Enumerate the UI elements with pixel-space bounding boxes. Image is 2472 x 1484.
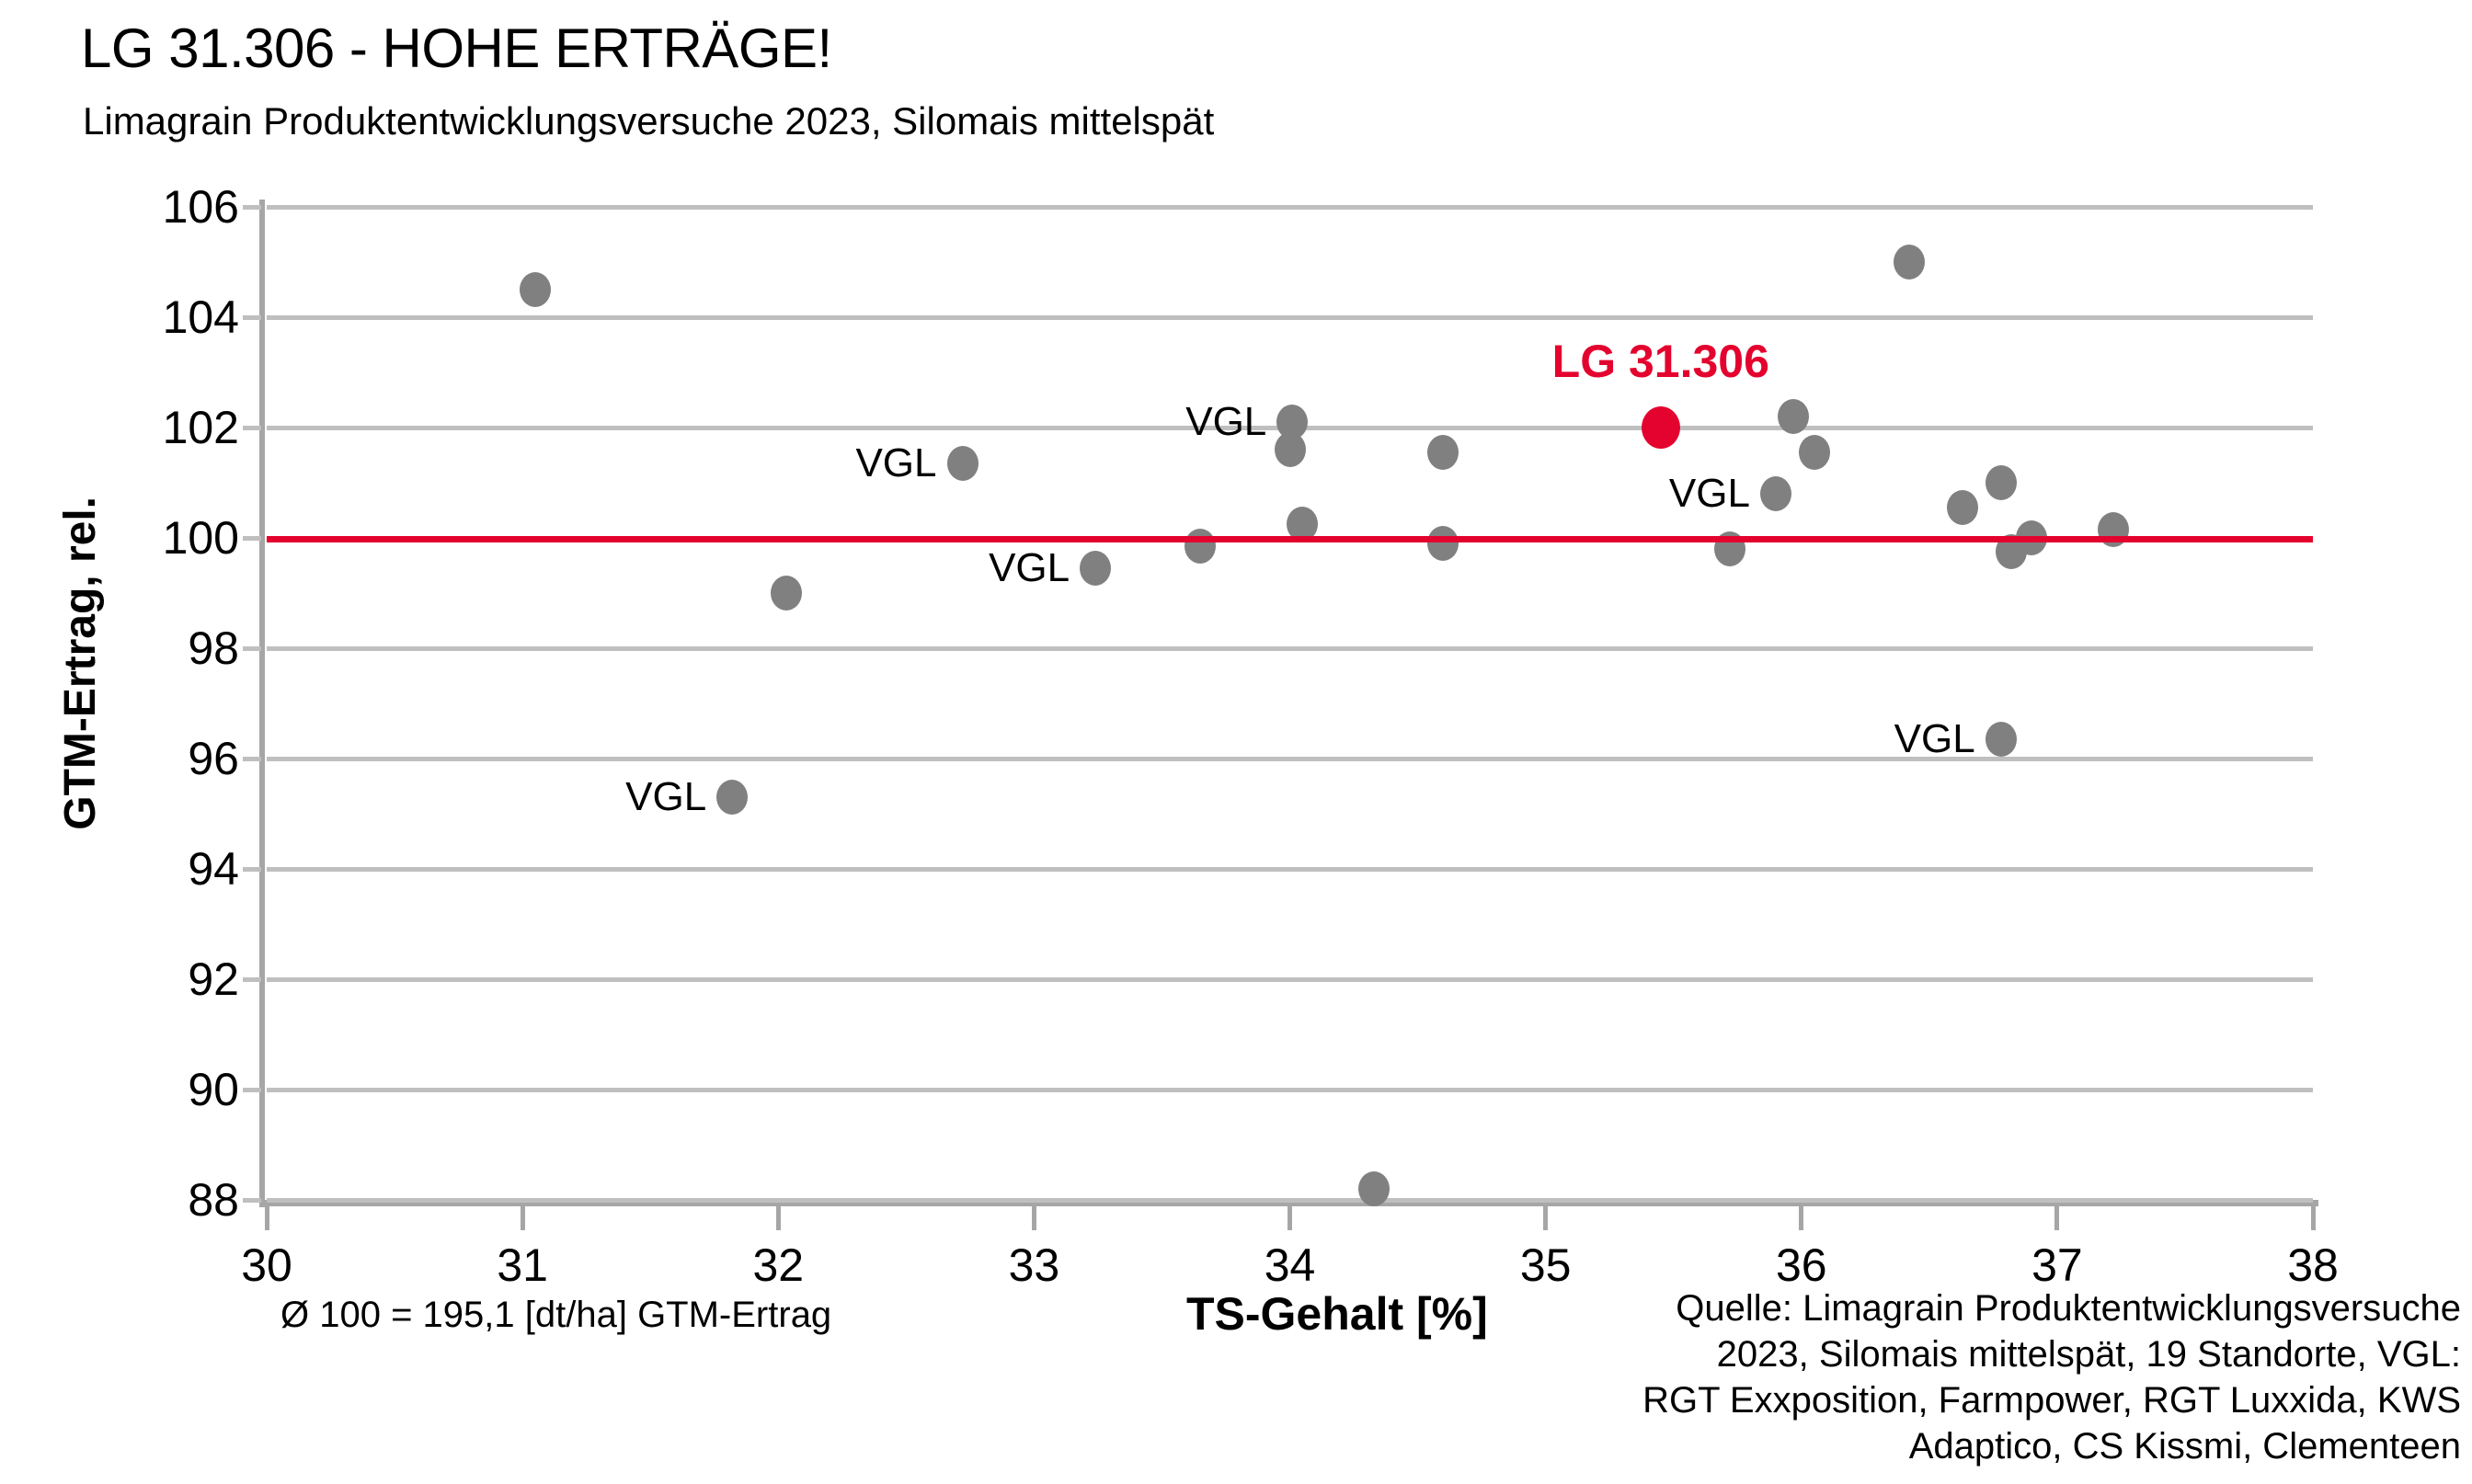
data-point[interactable] xyxy=(1184,529,1217,564)
point-label-vgl: VGL xyxy=(1668,471,1750,516)
y-axis-label: 96 xyxy=(188,733,239,784)
y-tick-mark xyxy=(243,204,261,210)
x-tick-mark xyxy=(1799,1206,1804,1230)
page-title: LG 31.306 - HOHE ERTRÄGE! xyxy=(81,17,832,79)
y-tick-mark xyxy=(243,425,261,430)
x-axis-label: 33 xyxy=(1008,1239,1060,1291)
point-label-vgl: VGL xyxy=(1185,399,1267,444)
data-point[interactable] xyxy=(1985,722,2017,757)
x-axis-label: 30 xyxy=(241,1239,292,1291)
x-tick-mark xyxy=(520,1206,525,1230)
data-point[interactable] xyxy=(1946,490,1978,525)
x-axis-label: 38 xyxy=(2287,1239,2339,1291)
data-point[interactable] xyxy=(1759,476,1791,511)
x-tick-mark xyxy=(2310,1206,2316,1230)
data-point[interactable] xyxy=(1080,551,1112,586)
data-point[interactable] xyxy=(1985,465,2017,500)
y-tick-mark xyxy=(243,314,261,320)
x-axis-title: TS-Gehalt [%] xyxy=(1186,1288,1488,1340)
y-tick-mark xyxy=(243,645,261,651)
x-axis-line xyxy=(259,1200,2318,1206)
data-point[interactable] xyxy=(946,446,978,481)
y-tick-mark xyxy=(243,535,261,541)
gridline xyxy=(267,866,2313,872)
gridline xyxy=(267,976,2313,982)
y-tick-mark xyxy=(243,756,261,761)
source-note: Quelle: Limagrain Produktentwicklungsver… xyxy=(1642,1288,2461,1467)
x-tick-mark xyxy=(2054,1206,2060,1230)
y-tick-mark xyxy=(243,976,261,982)
x-axis-label: 37 xyxy=(2031,1239,2083,1291)
x-tick-mark xyxy=(1031,1206,1036,1230)
y-axis-label: 90 xyxy=(188,1064,239,1115)
y-axis-title: GTM-Ertrag, rel. xyxy=(56,497,105,830)
y-axis-label: 104 xyxy=(162,291,239,343)
point-label-vgl: VGL xyxy=(855,440,937,485)
x-axis-label: 36 xyxy=(1775,1239,1827,1291)
y-axis-label: 106 xyxy=(162,181,239,233)
y-axis-label: 100 xyxy=(162,512,239,564)
data-point[interactable] xyxy=(1427,526,1459,561)
average-footnote: Ø 100 = 195,1 [dt/ha] GTM-Ertrag xyxy=(280,1295,832,1335)
y-axis-label: 94 xyxy=(188,843,239,895)
data-point[interactable] xyxy=(520,272,552,307)
y-axis-line xyxy=(259,200,265,1207)
y-tick-mark xyxy=(243,1197,261,1203)
point-label-vgl: VGL xyxy=(1894,716,1975,761)
point-label-vgl: VGL xyxy=(989,545,1070,590)
gridline xyxy=(267,314,2313,320)
x-tick-mark xyxy=(775,1206,781,1230)
gridline xyxy=(267,645,2313,651)
x-axis-label: 32 xyxy=(752,1239,805,1291)
data-point[interactable] xyxy=(1798,435,1830,470)
data-point[interactable] xyxy=(1358,1171,1390,1206)
x-tick-mark xyxy=(1288,1206,1292,1230)
x-tick-mark xyxy=(1543,1206,1549,1230)
y-axis-label: 88 xyxy=(188,1174,239,1226)
gridline xyxy=(267,1087,2313,1092)
point-label-highlight: LG 31.306 xyxy=(1551,336,1769,387)
y-axis-tick-labels: 88 90 92 94 96 98 100 102 104 106 xyxy=(120,184,239,1223)
gridline xyxy=(267,756,2313,761)
y-tick-mark xyxy=(243,1087,261,1092)
x-tick-mark xyxy=(264,1206,269,1230)
data-point[interactable] xyxy=(716,780,749,815)
gridline xyxy=(267,204,2313,210)
point-label-vgl: VGL xyxy=(625,774,707,819)
gridline xyxy=(267,1197,2313,1203)
y-axis-label: 92 xyxy=(188,953,239,1005)
data-point[interactable] xyxy=(1274,432,1306,467)
data-point-highlight[interactable] xyxy=(1641,406,1680,449)
x-axis-label: 31 xyxy=(497,1239,548,1291)
y-axis-label: 102 xyxy=(162,402,239,453)
reference-line-100 xyxy=(267,535,2313,542)
y-tick-mark xyxy=(243,866,261,872)
chart-subtitle: Limagrain Produktentwicklungsversuche 20… xyxy=(83,99,1215,143)
y-axis-label: 98 xyxy=(188,622,239,674)
scatter-plot-area: 30 31 32 33 34 35 36 37 38 VGL VGL VGL VGL VGL VGL LG … xyxy=(241,200,2339,1289)
data-point[interactable] xyxy=(770,576,802,611)
data-point[interactable] xyxy=(1427,435,1459,470)
data-point[interactable] xyxy=(1893,245,1925,280)
x-axis-label: 35 xyxy=(1519,1239,1572,1291)
x-axis-label: 34 xyxy=(1264,1239,1316,1291)
data-point[interactable] xyxy=(1778,399,1810,434)
